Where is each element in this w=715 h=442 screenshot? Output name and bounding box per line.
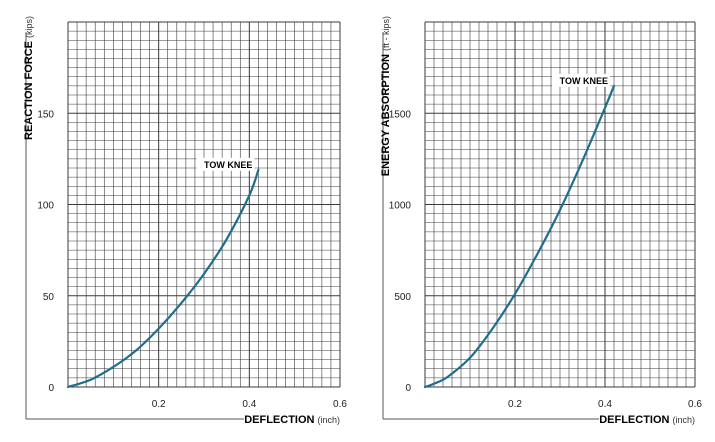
y-axis-title: REACTION FORCE (kips) bbox=[23, 16, 35, 140]
series-line-tow-knee bbox=[423, 84, 616, 389]
y-tick-label: 100 bbox=[37, 201, 54, 212]
series-line-tow-knee bbox=[66, 168, 260, 389]
x-tick-label: 0.4 bbox=[598, 399, 612, 410]
x-tick-label: 0.6 bbox=[333, 399, 347, 410]
x-axis-unit: (inch) bbox=[672, 415, 695, 425]
y-tick-label: 50 bbox=[43, 292, 55, 303]
y-tick-label: 150 bbox=[37, 109, 54, 120]
x-axis-title: DEFLECTION (inch) bbox=[244, 414, 340, 426]
y-tick-label: 0 bbox=[48, 383, 54, 394]
y-axis-unit: (kips) bbox=[24, 16, 34, 38]
x-tick-label: 0.4 bbox=[242, 399, 256, 410]
annotation-tow-knee: TOW KNEE bbox=[204, 160, 252, 170]
annotation-background bbox=[196, 157, 255, 171]
x-tick-label: 0.2 bbox=[508, 399, 522, 410]
annotation-background bbox=[552, 73, 610, 87]
x-axis-title: DEFLECTION (inch) bbox=[599, 414, 695, 426]
y-axis-title: ENERGY ABSORPTION (ft - kips) bbox=[380, 16, 392, 176]
x-tick-label: 0.2 bbox=[152, 399, 166, 410]
y-tick-label: 500 bbox=[394, 292, 411, 303]
grid bbox=[67, 21, 341, 388]
y-axis-label: ENERGY ABSORPTION bbox=[380, 54, 392, 176]
y-axis-unit: (ft - kips) bbox=[381, 16, 391, 51]
y-tick-label: 1000 bbox=[389, 201, 412, 212]
annotation-tow-knee: TOW KNEE bbox=[560, 76, 608, 86]
y-tick-label: 1500 bbox=[389, 109, 412, 120]
reaction-force-chart: 0.2 0.4 0.6 0 50 100 150 DEFLECTION (inch) REACTI… bbox=[23, 16, 347, 426]
x-tick-label: 0.6 bbox=[688, 399, 702, 410]
x-axis-label: DEFLECTION bbox=[599, 414, 669, 426]
x-axis-unit: (inch) bbox=[317, 415, 340, 425]
grid bbox=[424, 21, 696, 388]
x-axis-label: DEFLECTION bbox=[244, 414, 314, 426]
y-axis-label: REACTION FORCE bbox=[23, 41, 35, 140]
y-tick-label: 0 bbox=[405, 383, 411, 394]
energy-absorption-chart: 0.2 0.4 0.6 0 500 1000 1500 DEFLECTION (inch) ENE… bbox=[380, 16, 702, 426]
